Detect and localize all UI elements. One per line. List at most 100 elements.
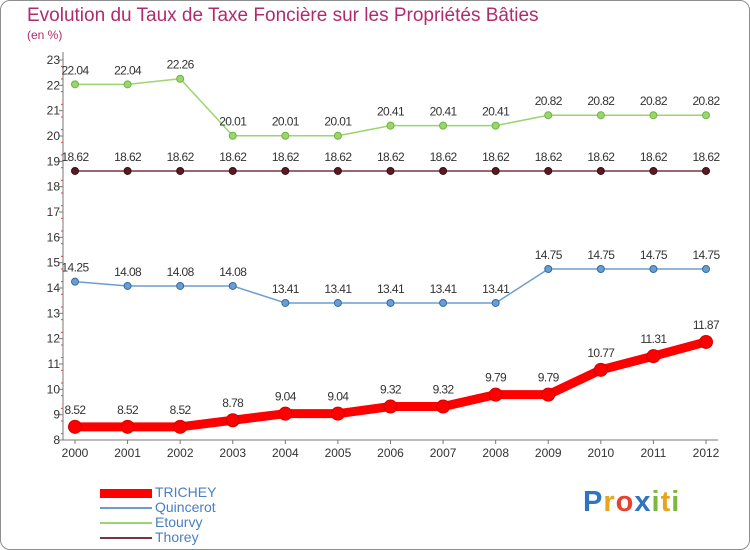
data-point	[596, 111, 605, 120]
data-point	[702, 111, 710, 120]
data-point	[439, 121, 448, 130]
logo-letter: r	[603, 486, 616, 518]
data-point	[176, 281, 185, 290]
data-label: 9.79	[485, 371, 507, 385]
x-tick-label: 2012	[693, 446, 720, 460]
x-tick-label: 2000	[62, 446, 89, 460]
x-tick-label: 2007	[430, 446, 457, 460]
x-tick-label: 2009	[535, 446, 562, 460]
y-tick-label: 22	[47, 78, 61, 92]
chart-title: Evolution du Taux de Taxe Foncière sur l…	[27, 5, 539, 26]
data-point	[330, 406, 345, 421]
data-point	[386, 298, 395, 307]
x-tick-label: 2001	[114, 446, 141, 460]
data-label: 20.82	[535, 94, 563, 108]
data-label: 20.82	[640, 94, 668, 108]
legend-label: TRICHEY	[155, 484, 217, 500]
data-point	[699, 334, 713, 349]
data-point	[333, 166, 342, 175]
data-label: 18.62	[535, 150, 563, 164]
data-label: 8.52	[117, 403, 139, 417]
data-label: 14.75	[640, 248, 668, 262]
legend-swatch	[100, 537, 152, 539]
data-point	[702, 166, 710, 175]
x-tick-label: 2005	[325, 446, 352, 460]
y-tick-label: 10	[47, 382, 61, 396]
data-label: 18.62	[219, 150, 247, 164]
data-label: 14.08	[219, 265, 247, 279]
data-label: 9.32	[380, 383, 402, 397]
data-label: 20.41	[377, 105, 405, 119]
data-point	[488, 387, 503, 402]
logo-letter: t	[660, 486, 672, 518]
data-point	[544, 111, 553, 120]
y-tick-label: 13	[47, 306, 61, 320]
logo-letter: x	[634, 486, 652, 518]
data-point	[649, 265, 658, 273]
data-point	[173, 419, 188, 434]
legend-label: Thorey	[155, 529, 199, 545]
data-point	[68, 419, 82, 434]
data-point	[702, 265, 710, 273]
logo-letter: i	[671, 486, 681, 518]
y-tick-label: 11	[48, 357, 61, 371]
data-point	[123, 281, 132, 290]
data-label: 8.78	[222, 396, 244, 410]
x-tick-label: 2011	[641, 446, 667, 460]
data-point	[120, 419, 135, 434]
data-label: 14.75	[535, 248, 563, 262]
data-point	[386, 121, 395, 130]
data-point	[491, 166, 500, 175]
data-point	[281, 131, 290, 140]
data-point	[544, 265, 553, 273]
data-label: 13.41	[482, 282, 510, 296]
data-label: 18.62	[430, 150, 458, 164]
data-point	[439, 298, 448, 307]
data-label: 18.62	[167, 150, 195, 164]
data-point	[593, 362, 608, 377]
data-point	[333, 131, 342, 140]
data-point	[278, 406, 293, 421]
data-label: 20.01	[324, 115, 352, 129]
data-label: 22.04	[114, 63, 142, 77]
data-label: 11.31	[640, 332, 667, 346]
data-label: 8.52	[65, 403, 87, 417]
data-point	[71, 80, 79, 89]
data-point	[596, 166, 605, 175]
data-label: 8.52	[170, 403, 192, 417]
y-tick-label: 19	[47, 154, 61, 168]
data-label: 18.62	[587, 150, 615, 164]
data-point	[439, 166, 448, 175]
data-label: 14.25	[61, 261, 89, 275]
logo-letter: i	[651, 486, 661, 518]
unit-label: (en %)	[27, 28, 63, 42]
logo-letter: P	[583, 486, 604, 518]
data-point	[176, 74, 185, 83]
x-tick-label: 2002	[167, 446, 194, 460]
data-point	[491, 121, 500, 130]
data-label: 13.41	[430, 282, 458, 296]
data-label: 18.62	[482, 150, 510, 164]
data-point	[541, 387, 556, 402]
legend-label: Etourvy	[155, 514, 203, 530]
data-label: 18.62	[61, 150, 89, 164]
data-label: 13.41	[272, 282, 300, 296]
data-point	[281, 298, 290, 307]
data-point	[436, 399, 451, 414]
data-point	[646, 349, 661, 364]
data-point	[228, 166, 237, 175]
proxiti-logo: Proxiti	[583, 486, 680, 519]
data-label: 18.62	[640, 150, 668, 164]
y-tick-label: 21	[47, 104, 61, 118]
data-label: 9.79	[538, 371, 560, 385]
data-point	[491, 298, 500, 307]
data-label: 18.62	[114, 150, 142, 164]
data-point	[383, 399, 398, 414]
data-label: 20.01	[272, 115, 300, 129]
data-label: 20.41	[430, 105, 458, 119]
data-label: 18.62	[324, 150, 352, 164]
data-point	[281, 166, 290, 175]
y-tick-label: 15	[47, 256, 61, 270]
